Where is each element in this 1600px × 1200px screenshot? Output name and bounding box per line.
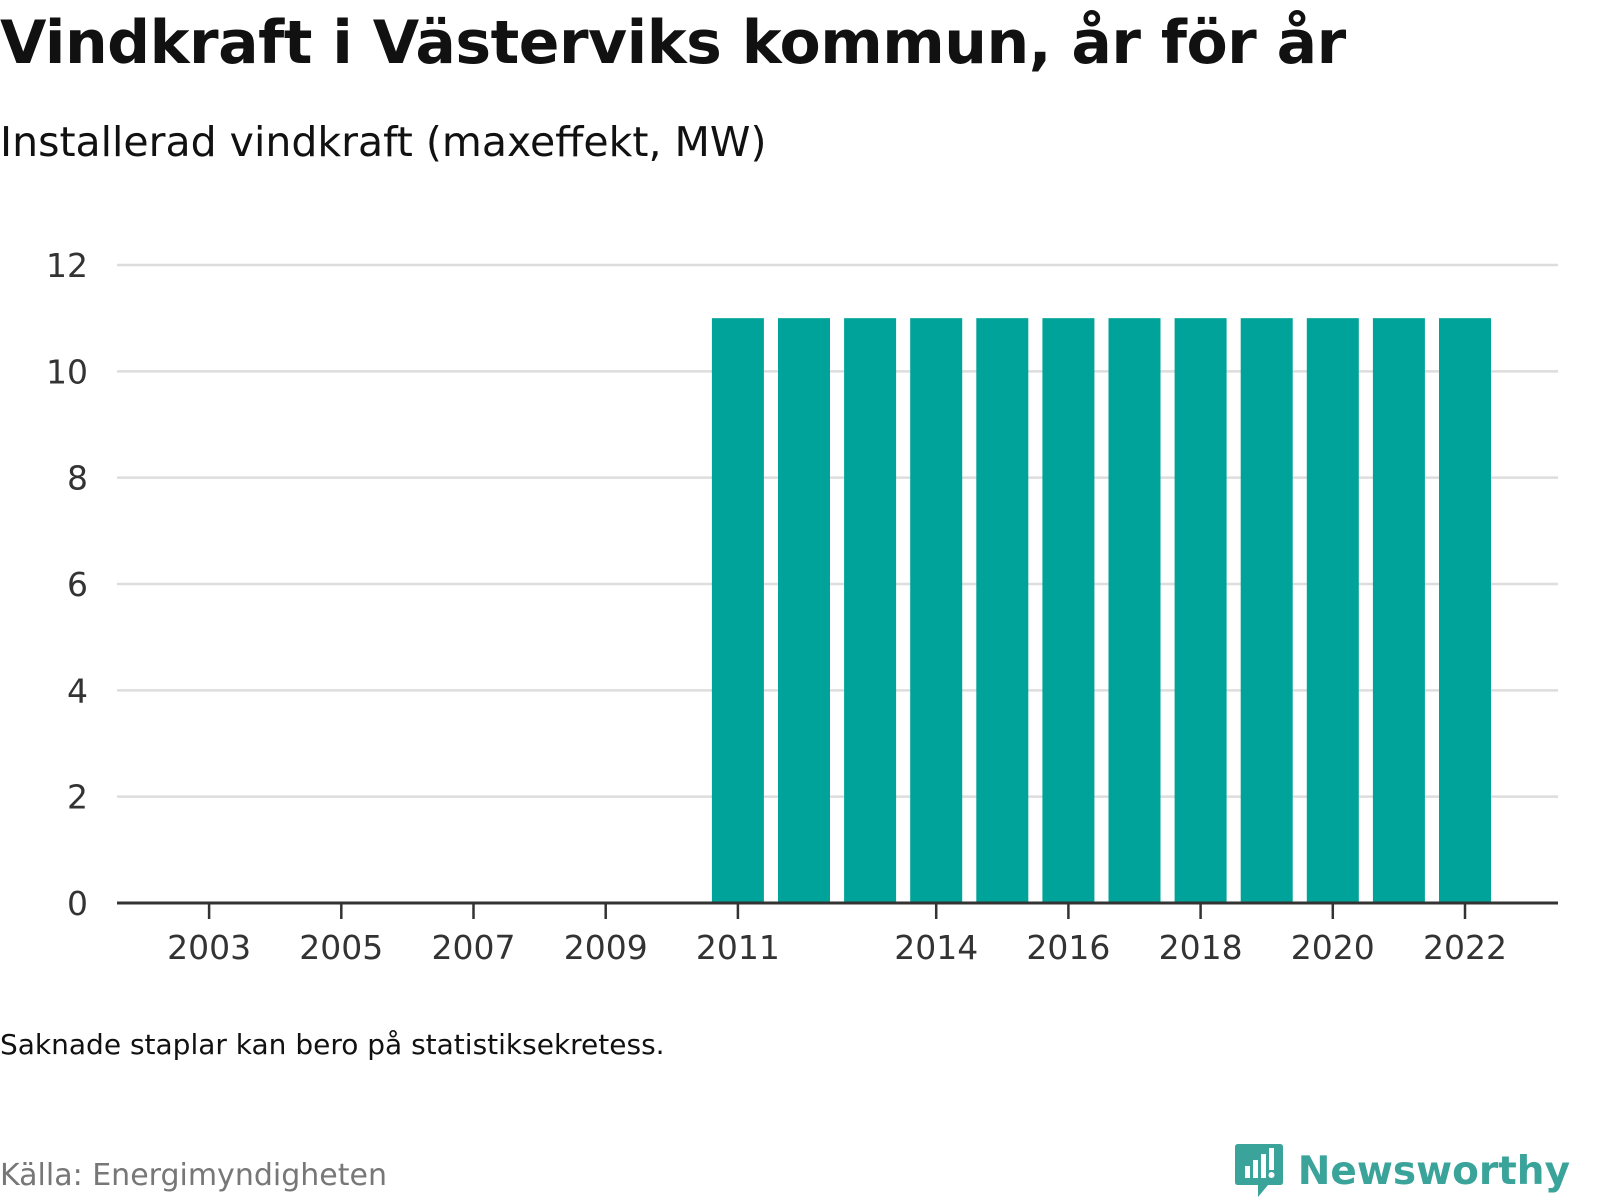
- footnote: Saknade staplar kan bero på statistiksek…: [0, 1028, 665, 1061]
- bar-2014: [910, 318, 963, 904]
- bar-2015: [976, 318, 1029, 904]
- y-tick-label-4: 4: [67, 671, 88, 710]
- x-tick-label-2020: 2020: [1291, 928, 1375, 967]
- x-tick-label-2016: 2016: [1026, 928, 1110, 967]
- x-tick-label-2007: 2007: [432, 928, 516, 967]
- bar-2017: [1108, 318, 1161, 904]
- bar-2021: [1372, 318, 1425, 904]
- bar-2022: [1439, 318, 1491, 904]
- y-tick-label-8: 8: [67, 459, 88, 498]
- x-axis: [117, 901, 1558, 919]
- chart-subtitle: Installerad vindkraft (maxeffekt, MW): [0, 118, 767, 166]
- x-tick-label-2018: 2018: [1159, 928, 1243, 967]
- x-tick-labels: 2003 2005 2007 2009 2011 2014 2016 2018 2020 2022: [167, 928, 1507, 967]
- newsworthy-logo-icon: [1234, 1144, 1283, 1197]
- bars: [711, 318, 1491, 904]
- x-tick-label-2022: 2022: [1423, 928, 1507, 967]
- y-tick-label-12: 12: [46, 246, 88, 285]
- y-tick-label-0: 0: [67, 884, 88, 923]
- brand-name: Newsworthy: [1297, 1148, 1570, 1194]
- y-tick-label-2: 2: [67, 778, 88, 817]
- bar-2013: [844, 318, 897, 904]
- bar-2020: [1306, 318, 1359, 904]
- bar-2011: [711, 318, 764, 904]
- bar-2019: [1240, 318, 1293, 904]
- newsworthy-brand: Newsworthy: [1234, 1142, 1570, 1200]
- bar-2012: [778, 318, 830, 904]
- x-tick-label-2009: 2009: [564, 928, 648, 967]
- bar-2018: [1174, 318, 1227, 904]
- source-credit: Källa: Energimyndigheten: [0, 1158, 387, 1193]
- x-tick-label-2014: 2014: [894, 928, 978, 967]
- x-tick-label-2011: 2011: [696, 928, 780, 967]
- x-tick-label-2005: 2005: [299, 928, 383, 967]
- y-tick-label-10: 10: [46, 352, 88, 391]
- chart-title: Vindkraft i Västerviks kommun, år för år: [0, 8, 1346, 78]
- y-tick-label-6: 6: [67, 565, 88, 604]
- y-tick-labels: 0 2 4 6 8 10 12: [46, 246, 88, 923]
- bar-2016: [1042, 318, 1095, 904]
- x-tick-label-2003: 2003: [167, 928, 251, 967]
